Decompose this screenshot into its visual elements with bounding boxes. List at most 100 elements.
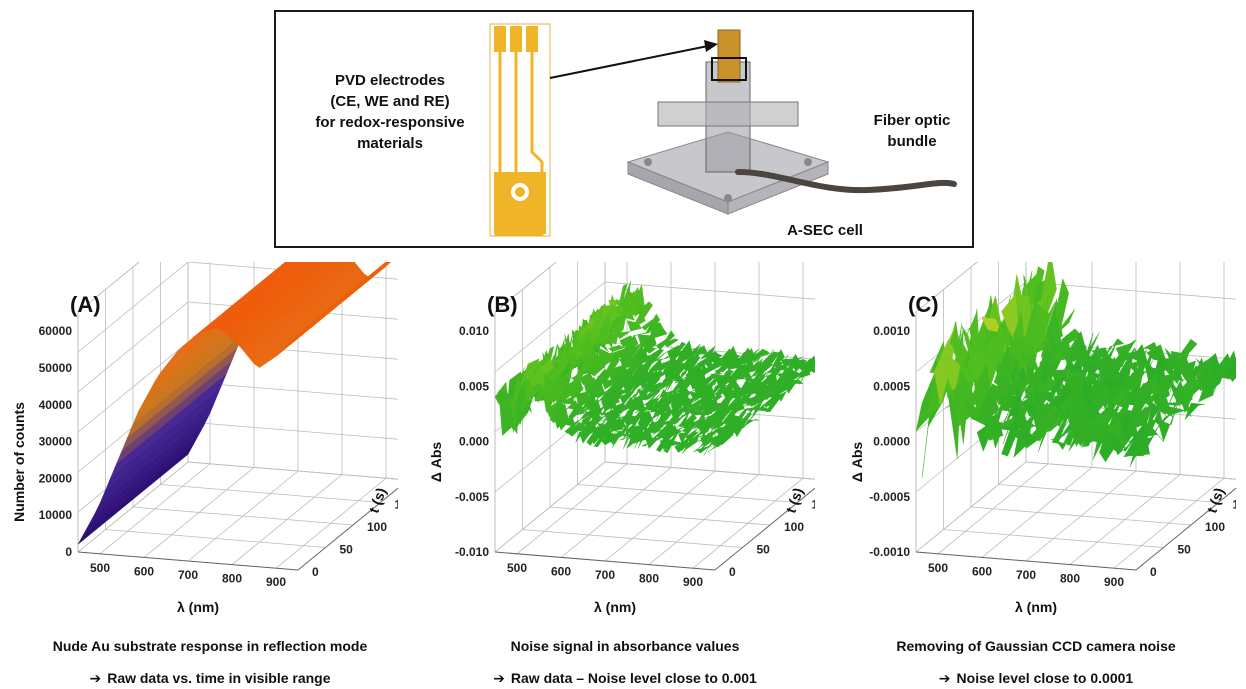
surface-facet — [791, 366, 807, 382]
surface-facet — [542, 369, 558, 385]
right-arrow-icon: ➔ — [938, 671, 951, 687]
surface-facet — [799, 365, 815, 385]
surface-facet — [755, 350, 771, 364]
z-tick-label: -0.010 — [455, 545, 489, 559]
electrode-label-line: materials — [357, 135, 423, 152]
x-tick-label: 600 — [134, 564, 154, 578]
z-tick-label: 20000 — [39, 471, 73, 485]
surface-facet — [714, 385, 730, 398]
panel-b: -0.010 -0.005 0.000 0.005 0.010 500 600 700 800 9… — [425, 262, 815, 622]
z-tick-label: -0.005 — [455, 490, 489, 504]
surface-facet — [659, 330, 675, 350]
x-tick-label: 500 — [928, 561, 948, 575]
surface-facet — [590, 355, 606, 377]
surface-facet — [652, 371, 668, 381]
grid-line — [522, 529, 743, 548]
surface-facet — [619, 373, 635, 387]
surface-facet — [571, 407, 587, 417]
t-tick-label: 100 — [367, 520, 387, 534]
surface-facet — [1212, 361, 1233, 397]
grid-line — [577, 484, 798, 503]
surface-facet — [689, 439, 705, 442]
grid-line — [77, 262, 140, 313]
surface-facet — [1157, 405, 1178, 442]
surface-facet — [292, 318, 317, 340]
surface-facet — [648, 368, 664, 386]
surface-facet — [674, 428, 690, 436]
surface-facet — [711, 377, 727, 397]
surface-facet — [940, 352, 961, 395]
surface-facet — [1027, 315, 1048, 342]
x-tick-label: 600 — [972, 564, 992, 578]
z-tick-label: 50000 — [39, 361, 73, 375]
surface-facet — [1154, 381, 1175, 404]
z-tick-label: 0.0000 — [873, 435, 910, 449]
t-tick-label: 0 — [312, 565, 319, 579]
x-tick-label: 800 — [639, 572, 659, 586]
panel-a: 0 10000 20000 30000 40000 50000 60000 500 600 700… — [8, 262, 398, 622]
surface-facet — [787, 380, 804, 385]
surface-facet — [630, 310, 646, 332]
t-tick-label: 50 — [1178, 543, 1192, 557]
t-axis-label: t (s) — [1203, 485, 1227, 515]
surface-facet — [608, 312, 624, 322]
x-tick-label: 500 — [507, 561, 527, 575]
surface-facet — [630, 376, 646, 393]
x-axis-line — [915, 551, 1137, 571]
surface-facet — [652, 351, 668, 363]
x-axis-label: λ (nm) — [177, 599, 219, 615]
cell-label: A-SEC cell — [787, 222, 863, 239]
subcaption-text: Noise level close to 0.0001 — [956, 670, 1134, 686]
grid-line — [998, 484, 1219, 503]
surface-facet — [1045, 347, 1067, 367]
surface-facet — [1043, 415, 1065, 432]
x-tick-label: 700 — [595, 568, 615, 582]
t-tick-label: 50 — [757, 543, 771, 557]
surface-facet — [670, 413, 686, 425]
z-tick-label: 0.000 — [459, 435, 489, 449]
surface-facet — [645, 412, 661, 426]
surface-facet — [1039, 406, 1060, 421]
surface-facet — [1143, 424, 1164, 442]
panel-label: (C) — [908, 292, 939, 317]
surface-facet — [721, 424, 738, 444]
t-tick-label: 0 — [1150, 565, 1157, 579]
surface-facet — [989, 410, 1010, 449]
surface-facet — [733, 418, 749, 438]
surface-facet — [589, 336, 606, 344]
x-axis-line — [77, 551, 299, 571]
surface-facet — [755, 407, 771, 412]
grid-line — [187, 461, 398, 480]
grid-line — [132, 506, 354, 526]
surface-facet — [648, 430, 665, 445]
surface-facet — [516, 363, 532, 408]
subcaption-b: ➔ Raw data – Noise level close to 0.001 — [425, 670, 825, 687]
surface-facet — [990, 397, 1012, 424]
surface-facet — [575, 410, 591, 427]
arrow-icon — [549, 40, 718, 79]
z-tick-label: 0.0005 — [873, 379, 910, 393]
surface-facet — [1129, 420, 1150, 467]
surface-facet — [1198, 367, 1219, 403]
fiber-label: Fiber optic bundle — [852, 110, 972, 152]
right-arrow-icon: ➔ — [89, 671, 102, 687]
z-tick-label: 60000 — [39, 324, 73, 338]
surface-facet — [1148, 376, 1169, 409]
surface-facet — [1062, 371, 1084, 384]
grid-line — [915, 262, 978, 313]
surface-facet — [608, 344, 624, 353]
z-tick-label: 0.005 — [459, 379, 489, 393]
surface-facet — [1170, 390, 1192, 417]
z-tick-label: 0 — [65, 545, 72, 559]
z-axis-label: Number of counts — [11, 402, 27, 522]
surface-facet — [1045, 407, 1066, 424]
grid-line — [970, 506, 1192, 526]
surface-facet — [568, 353, 584, 370]
surface-facet — [1050, 427, 1071, 441]
surface-facet — [644, 345, 661, 354]
t-axis-line — [297, 487, 398, 571]
grid-line — [494, 262, 557, 313]
surface-facet — [644, 313, 661, 334]
